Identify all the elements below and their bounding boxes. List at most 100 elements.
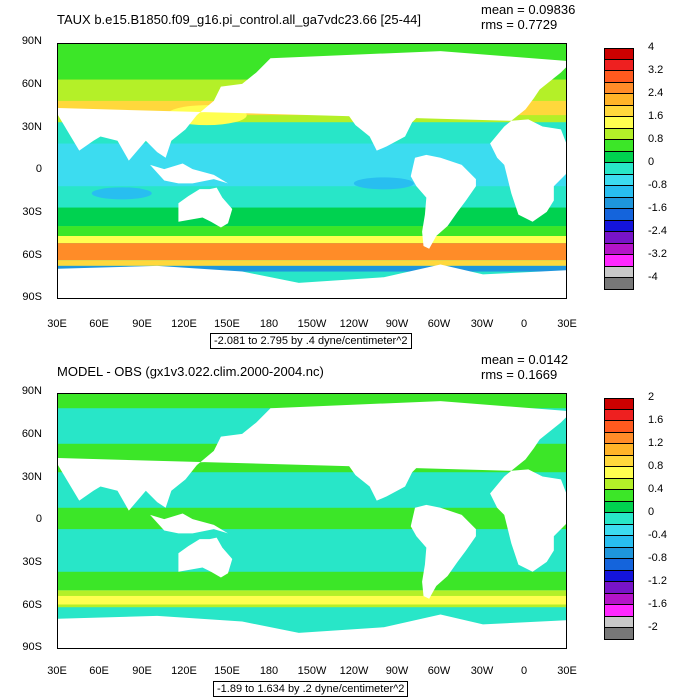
field-band [58, 207, 566, 227]
colorbar-label: 0 [648, 156, 655, 168]
colorbar-swatch [604, 467, 634, 479]
lon-tick: 120W [339, 665, 369, 677]
panel-model-minus-obs: MODEL - OBS (gx1v3.022.clim.2000-2004.nc… [0, 350, 700, 700]
lon-tick: 90E [132, 318, 152, 330]
colorbar-swatch [604, 82, 634, 94]
australia-landmass [178, 537, 233, 578]
lat-tick: 60S [22, 249, 42, 261]
greenland-landmass [429, 403, 491, 437]
colorbar-swatch [604, 186, 634, 198]
colorbar-swatch [604, 421, 634, 433]
map-plot [57, 43, 567, 299]
colorbar-swatch [604, 593, 634, 605]
colorbar-swatch [604, 243, 634, 255]
colorbar-swatch [604, 266, 634, 278]
colorbar-label: 1.2 [648, 437, 664, 449]
lat-tick: 90S [22, 641, 42, 653]
colorbar-swatch [604, 174, 634, 186]
colorbar-swatch [604, 409, 634, 421]
rms-value: rms = 0.1669 [481, 367, 558, 382]
colorbar-swatch [604, 151, 634, 163]
colorbar-swatch [604, 105, 634, 117]
field-band [58, 607, 566, 619]
colorbar-label: -0.8 [648, 552, 667, 564]
lon-tick: 180 [259, 665, 279, 677]
colorbar-swatch [604, 117, 634, 129]
colorbar-swatch [604, 128, 634, 140]
colorbar-swatch [604, 455, 634, 467]
colorbar-swatch [604, 570, 634, 582]
colorbar-swatch [604, 255, 634, 267]
colorbar-label: -1.2 [648, 575, 667, 587]
colorbar-swatch [604, 398, 634, 410]
lat-tick: 60N [21, 428, 42, 440]
lat-tick: 30S [22, 206, 42, 218]
colorbar-swatch [604, 278, 634, 290]
lon-tick: 30E [557, 665, 577, 677]
lon-tick: 120E [171, 665, 197, 677]
colorbar-swatch [604, 209, 634, 221]
colorbar-swatch [604, 501, 634, 513]
colorbar-label: -1.6 [648, 598, 667, 610]
colorbar-swatch [604, 547, 634, 559]
colorbar-label: 0.4 [648, 483, 664, 495]
field-band [58, 265, 566, 272]
lon-tick: 90W [385, 665, 409, 677]
africa-landmass [490, 119, 566, 222]
colorbar-swatch [604, 432, 634, 444]
colorbar-label: -0.4 [648, 529, 667, 541]
colorbar-label: 1.6 [648, 110, 664, 122]
colorbar-swatch [604, 524, 634, 536]
lon-tick: 60W [427, 318, 451, 330]
australia-landmass [178, 187, 233, 228]
lat-tick: 60S [22, 599, 42, 611]
south-america-landmass [410, 504, 476, 599]
field-band [58, 143, 566, 187]
panel-title: MODEL - OBS (gx1v3.022.clim.2000-2004.nc… [57, 364, 324, 379]
colorbar-swatch [604, 48, 634, 60]
mean-value: mean = 0.09836 [481, 2, 576, 17]
colorbar-label: 4 [648, 41, 655, 53]
panel-taux: TAUX b.e15.B1850.f09_g16.pi_control.all_… [21, 2, 667, 349]
indonesia-landmass [150, 163, 228, 184]
antarctica-landmass [58, 614, 566, 648]
colorbar-swatch [604, 628, 634, 640]
lon-tick: 30W [470, 665, 494, 677]
lat-tick: 30S [22, 556, 42, 568]
colorbar-label: -2 [648, 621, 658, 633]
lon-tick: 30E [47, 665, 67, 677]
field-patch [91, 187, 152, 200]
colorbar-label: -1.6 [648, 202, 667, 214]
field-patch [353, 177, 414, 190]
lat-tick: 90S [22, 291, 42, 303]
colorbar-swatch [604, 616, 634, 628]
colorbar-swatch [604, 197, 634, 209]
lon-tick: 90W [385, 318, 409, 330]
colorbar-swatch [604, 582, 634, 594]
lon-tick: 30E [47, 318, 67, 330]
lon-tick: 150W [297, 318, 327, 330]
colorbar-swatch [604, 478, 634, 490]
colorbar-label: 0.8 [648, 133, 664, 145]
lon-tick: 30W [470, 318, 494, 330]
colorbar-swatch [604, 59, 634, 71]
lat-tick: 90N [21, 35, 42, 47]
colorbar-label: 3.2 [648, 64, 664, 76]
field-band [58, 236, 566, 244]
contour-range-label: -2.081 to 2.795 by .4 dyne/centimeter^2 [210, 333, 412, 349]
colorbar-label: -4 [648, 271, 658, 283]
lat-tick: 90N [21, 385, 42, 397]
lon-tick: 150E [214, 665, 240, 677]
lon-tick: 150E [214, 318, 240, 330]
colorbar-swatch [604, 94, 634, 106]
colorbar-swatch [604, 232, 634, 244]
colorbar-swatch [604, 140, 634, 152]
greenland-landmass [429, 53, 491, 87]
lat-tick: 0 [35, 163, 42, 175]
field-band [58, 226, 566, 236]
lat-tick: 0 [35, 513, 42, 525]
colorbar-label: -2.4 [648, 225, 667, 237]
contour-range-label: -1.89 to 1.634 by .2 dyne/centimeter^2 [213, 681, 409, 697]
south-america-landmass [410, 154, 476, 249]
lat-tick: 60N [21, 78, 42, 90]
